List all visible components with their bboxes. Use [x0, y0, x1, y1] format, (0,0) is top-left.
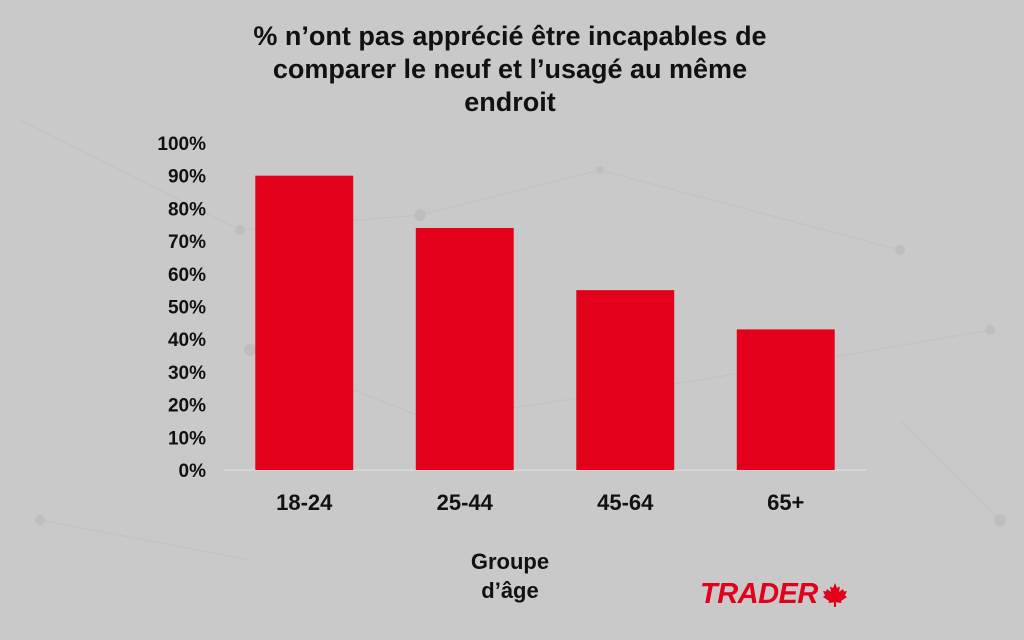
chart-title-line: comparer le neuf et l’usagé au même: [272, 54, 748, 84]
x-tick-label: 45-64: [597, 490, 654, 515]
y-tick-label: 0%: [179, 461, 207, 482]
bar: [576, 290, 675, 470]
y-tick-label: 60%: [168, 265, 206, 286]
y-tick-label: 40%: [168, 330, 206, 351]
trader-logo: TRADER: [700, 578, 848, 611]
chart-title-line: % n’ont pas apprécié être incapables de: [253, 21, 767, 51]
x-axis-title: Groupe d’âge: [410, 547, 610, 605]
chart-title: % n’ont pas apprécié être incapables de …: [150, 20, 870, 119]
y-tick-label: 20%: [168, 396, 206, 417]
x-axis-title-line: Groupe: [470, 549, 550, 574]
bar: [415, 228, 514, 470]
x-tick-label: 65+: [767, 490, 804, 515]
bar: [736, 329, 835, 470]
y-tick-label: 100%: [157, 134, 206, 155]
x-axis: 18-24 25-44 45-64 65+: [276, 490, 804, 515]
x-tick-label: 18-24: [276, 490, 333, 515]
x-tick-label: 25-44: [437, 490, 494, 515]
y-tick-label: 50%: [168, 298, 206, 319]
y-tick-label: 80%: [168, 199, 206, 220]
maple-leaf-icon: [822, 582, 847, 607]
bar: [255, 175, 354, 470]
y-tick-label: 10%: [168, 428, 206, 449]
y-tick-label: 30%: [168, 363, 206, 384]
y-tick-label: 90%: [168, 167, 206, 188]
x-axis-title-line: d’âge: [481, 578, 539, 603]
y-tick-label: 70%: [168, 232, 206, 253]
bars: [255, 175, 835, 470]
y-axis: 0% 10% 20% 30% 40% 50% 60% 70% 80% 90% 100%: [157, 134, 206, 482]
chart-title-line: endroit: [464, 87, 556, 117]
logo-text: TRADER: [700, 578, 818, 610]
